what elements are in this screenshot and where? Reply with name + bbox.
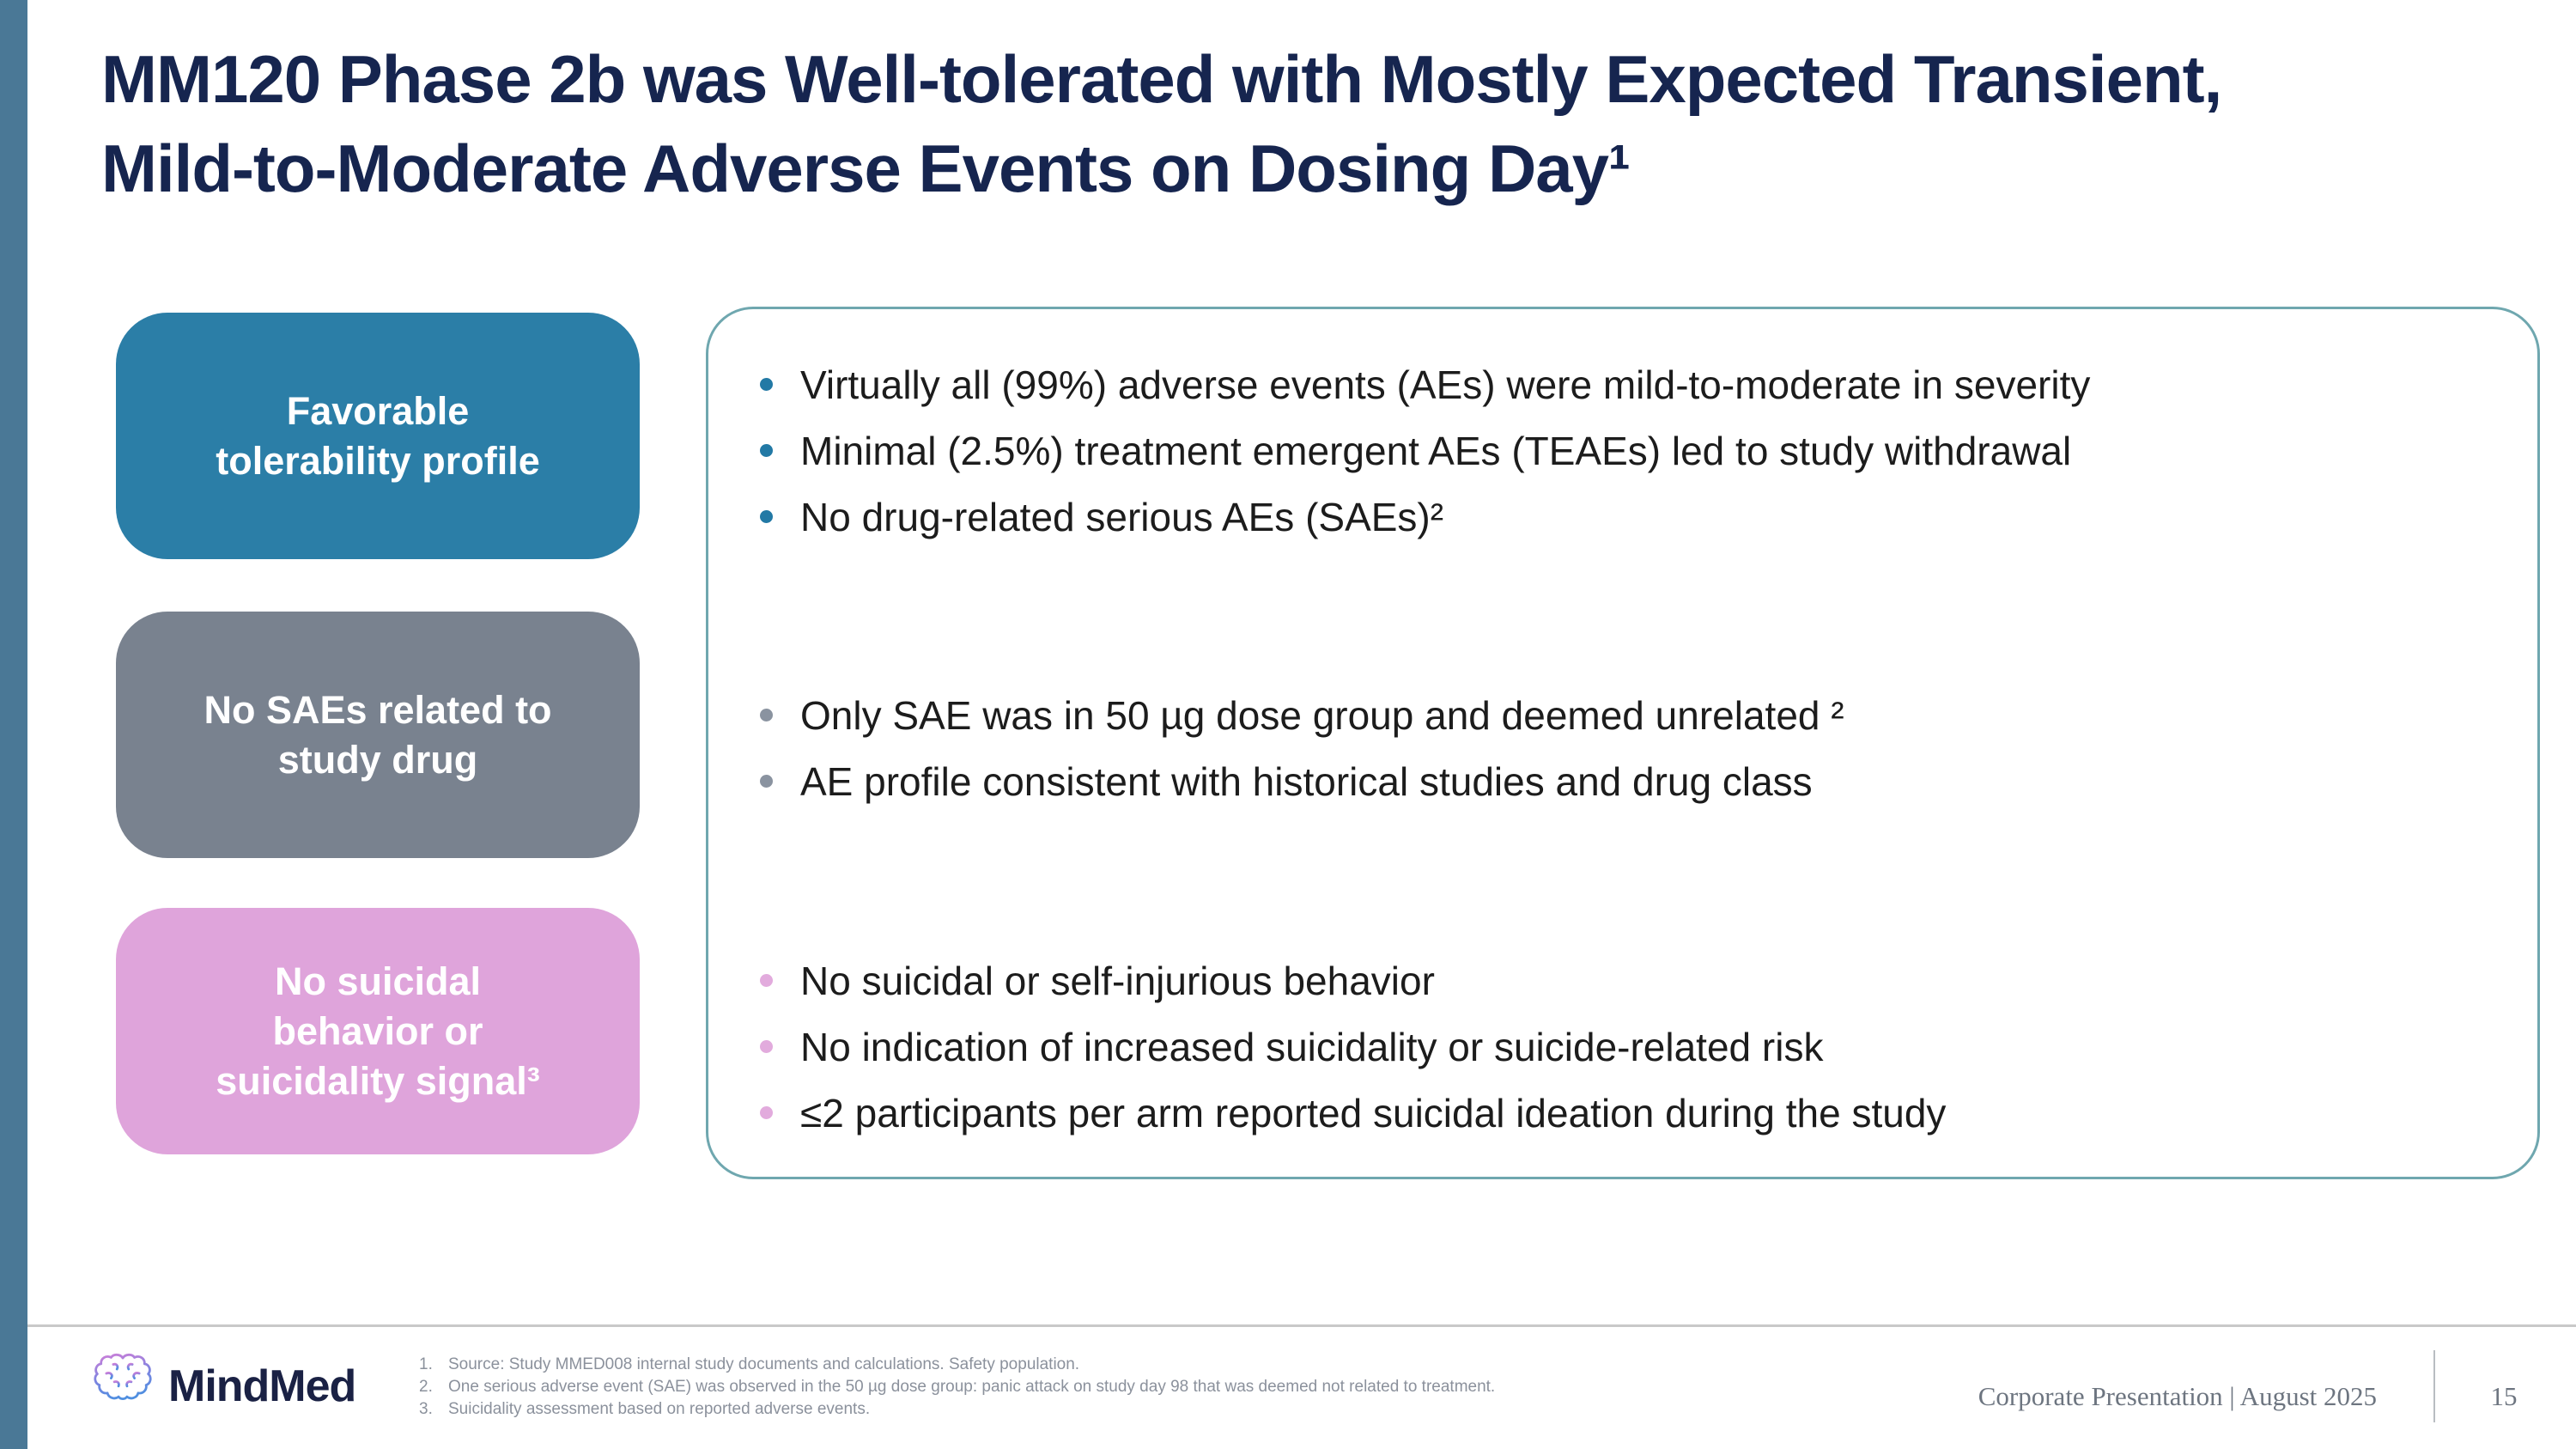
pill-no-suicidality: No suicidal behavior or suicidality sign… xyxy=(116,908,640,1154)
bullet-text: No suicidal or self-injurious behavior xyxy=(800,958,1435,1003)
pill-label-line: No SAEs related to xyxy=(204,687,552,732)
pill-label-line: No suicidal xyxy=(274,959,482,1003)
bullet-text: No drug-related serious AEs (SAEs)² xyxy=(800,494,1444,539)
bullet-text: ≤2 participants per arm reported suicida… xyxy=(800,1090,1947,1135)
footnote: 2. One serious adverse event (SAE) was o… xyxy=(419,1376,1495,1398)
list-item: No drug-related serious AEs (SAEs)² xyxy=(708,484,2537,550)
footnote-text: Suicidality assessment based on reported… xyxy=(448,1400,871,1418)
footnote-number: 1. xyxy=(419,1355,433,1373)
bullet-dot-icon xyxy=(760,775,773,788)
pill-label-line: suicidality signal³ xyxy=(216,1058,540,1103)
bullet-text: Virtually all (99%) adverse events (AEs)… xyxy=(800,362,2091,407)
bullet-group-suicidality: No suicidal or self-injurious behavior N… xyxy=(708,947,2537,1146)
list-item: No suicidal or self-injurious behavior xyxy=(708,947,2537,1014)
pill-label-line: behavior or xyxy=(272,1008,483,1053)
footer-divider xyxy=(27,1324,2576,1327)
list-item: AE profile consistent with historical st… xyxy=(708,748,2537,814)
bullet-text: No indication of increased suicidality o… xyxy=(800,1024,1824,1069)
footnote: 3. Suicidality assessment based on repor… xyxy=(419,1398,1495,1421)
brain-logo-icon xyxy=(94,1353,152,1400)
footnote-text: Source: Study MMED008 internal study doc… xyxy=(448,1355,1080,1373)
pill-favorable-tolerability: Favorable tolerability profile xyxy=(116,313,640,559)
footer-vertical-divider xyxy=(2433,1350,2435,1422)
pill-label-line: tolerability profile xyxy=(216,438,540,483)
pill-no-saes: No SAEs related to study drug xyxy=(116,612,640,858)
bullet-text: Minimal (2.5%) treatment emergent AEs (T… xyxy=(800,428,2072,473)
bullet-dot-icon xyxy=(760,1106,773,1119)
footnotes: 1. Source: Study MMED008 internal study … xyxy=(419,1354,1495,1421)
bullet-group-saes: Only SAE was in 50 µg dose group and dee… xyxy=(708,682,2537,814)
bullet-text: Only SAE was in 50 µg dose group and dee… xyxy=(800,692,1844,738)
pill-label-line: study drug xyxy=(277,737,478,782)
bullet-dot-icon xyxy=(760,1040,773,1053)
page-title-line-1: MM120 Phase 2b was Well-tolerated with M… xyxy=(101,41,2222,117)
bullet-dot-icon xyxy=(760,444,773,457)
footer-presentation-label: Corporate Presentation | August 2025 xyxy=(1978,1381,2377,1411)
list-item: Minimal (2.5%) treatment emergent AEs (T… xyxy=(708,417,2537,484)
details-panel: Virtually all (99%) adverse events (AEs)… xyxy=(706,307,2540,1179)
footnote: 1. Source: Study MMED008 internal study … xyxy=(419,1354,1495,1376)
list-item: Virtually all (99%) adverse events (AEs)… xyxy=(708,351,2537,417)
bullet-text: AE profile consistent with historical st… xyxy=(800,758,1813,804)
page-number: 15 xyxy=(2490,1381,2518,1411)
brand-wordmark: MindMed xyxy=(168,1361,356,1411)
pill-label-line: Favorable xyxy=(286,388,470,433)
page-title-line-2: Mild-to-Moderate Adverse Events on Dosin… xyxy=(101,131,1631,206)
footnote-number: 2. xyxy=(419,1378,433,1396)
accent-sidebar xyxy=(0,0,27,1449)
page-title: MM120 Phase 2b was Well-tolerated with M… xyxy=(101,34,2574,213)
footnote-number: 3. xyxy=(419,1400,433,1418)
bullet-dot-icon xyxy=(760,709,773,721)
bullet-dot-icon xyxy=(760,510,773,523)
footnote-text: One serious adverse event (SAE) was obse… xyxy=(448,1378,1496,1396)
bullet-dot-icon xyxy=(760,378,773,391)
list-item: ≤2 participants per arm reported suicida… xyxy=(708,1080,2537,1146)
list-item: Only SAE was in 50 µg dose group and dee… xyxy=(708,682,2537,748)
list-item: No indication of increased suicidality o… xyxy=(708,1014,2537,1080)
bullet-dot-icon xyxy=(760,974,773,987)
bullet-group-tolerability: Virtually all (99%) adverse events (AEs)… xyxy=(708,351,2537,550)
